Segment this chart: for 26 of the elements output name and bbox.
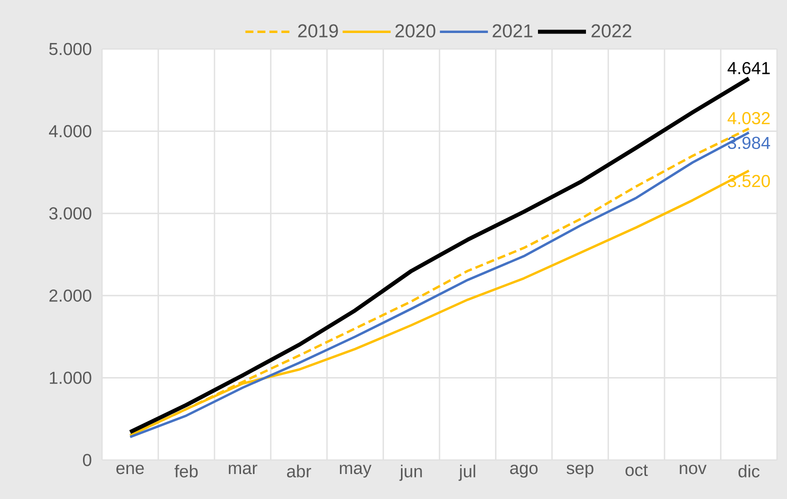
x-tick-label: feb (174, 464, 198, 478)
y-tick-label: 4.000 (48, 125, 92, 138)
x-tick-label: sep (566, 464, 594, 478)
y-tick-label: 1.000 (50, 372, 92, 384)
data-label: 3.520 (728, 174, 770, 188)
legend-label: 2019 (298, 24, 338, 38)
x-tick-label: jun (399, 464, 422, 481)
y-tick-label: 2.000 (49, 289, 92, 302)
legend-label: 2022 (592, 24, 632, 38)
x-tick-label: ene (116, 464, 144, 474)
y-tick-label: 3.000 (49, 207, 92, 220)
data-label: 4.641 (728, 62, 770, 74)
legend-label: 2021 (492, 24, 532, 38)
x-tick-label: mar (228, 464, 258, 474)
x-tick-label: dic (738, 464, 760, 478)
x-tick-label: abr (287, 464, 312, 478)
x-tick-label: nov (680, 464, 707, 474)
legend-label: 2020 (395, 24, 436, 38)
x-tick-label: may (340, 464, 372, 478)
x-tick-label: jul (458, 464, 476, 481)
data-label: 3.984 (728, 136, 770, 150)
data-label: 4.032 (728, 112, 770, 124)
y-tick-label: 5.000 (49, 42, 92, 56)
x-tick-label: oct (626, 464, 648, 476)
x-tick-label: ago (510, 464, 538, 478)
y-tick-label: 0 (82, 454, 92, 466)
